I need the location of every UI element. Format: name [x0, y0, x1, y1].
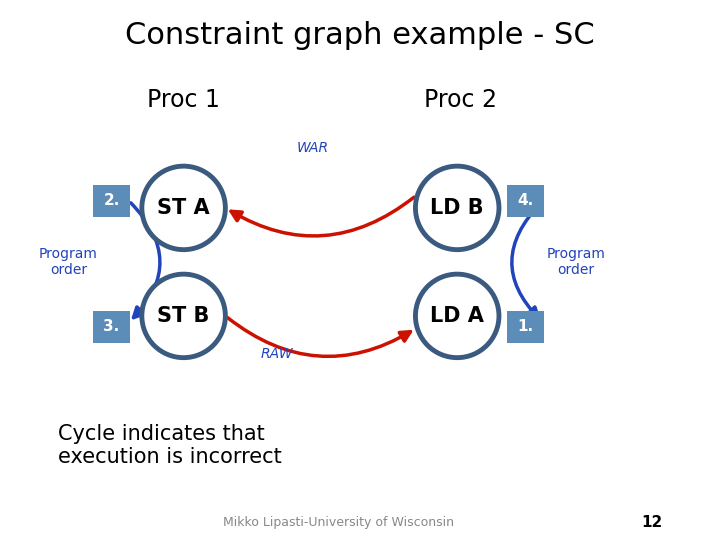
FancyBboxPatch shape: [93, 311, 130, 342]
Text: 4.: 4.: [518, 193, 534, 208]
FancyBboxPatch shape: [507, 185, 544, 217]
Text: Program
order: Program order: [39, 247, 98, 277]
Text: 1.: 1.: [518, 319, 534, 334]
Text: Proc 2: Proc 2: [424, 88, 498, 112]
Text: Program
order: Program order: [546, 247, 606, 277]
Text: ST A: ST A: [157, 198, 210, 218]
Text: Constraint graph example - SC: Constraint graph example - SC: [125, 21, 595, 50]
Text: Cycle indicates that
execution is incorrect: Cycle indicates that execution is incorr…: [58, 424, 282, 467]
Ellipse shape: [142, 274, 225, 357]
Ellipse shape: [415, 274, 499, 357]
Text: ST B: ST B: [158, 306, 210, 326]
Text: 3.: 3.: [104, 319, 120, 334]
Text: WAR: WAR: [297, 141, 329, 156]
FancyBboxPatch shape: [93, 185, 130, 217]
Text: Proc 1: Proc 1: [147, 88, 220, 112]
Text: 12: 12: [641, 515, 662, 530]
FancyBboxPatch shape: [507, 311, 544, 342]
Text: Mikko Lipasti-University of Wisconsin: Mikko Lipasti-University of Wisconsin: [223, 516, 454, 529]
Text: 2.: 2.: [104, 193, 120, 208]
Text: LD B: LD B: [431, 198, 484, 218]
Ellipse shape: [142, 166, 225, 249]
Text: LD A: LD A: [431, 306, 484, 326]
Text: RAW: RAW: [261, 347, 294, 361]
Ellipse shape: [415, 166, 499, 249]
